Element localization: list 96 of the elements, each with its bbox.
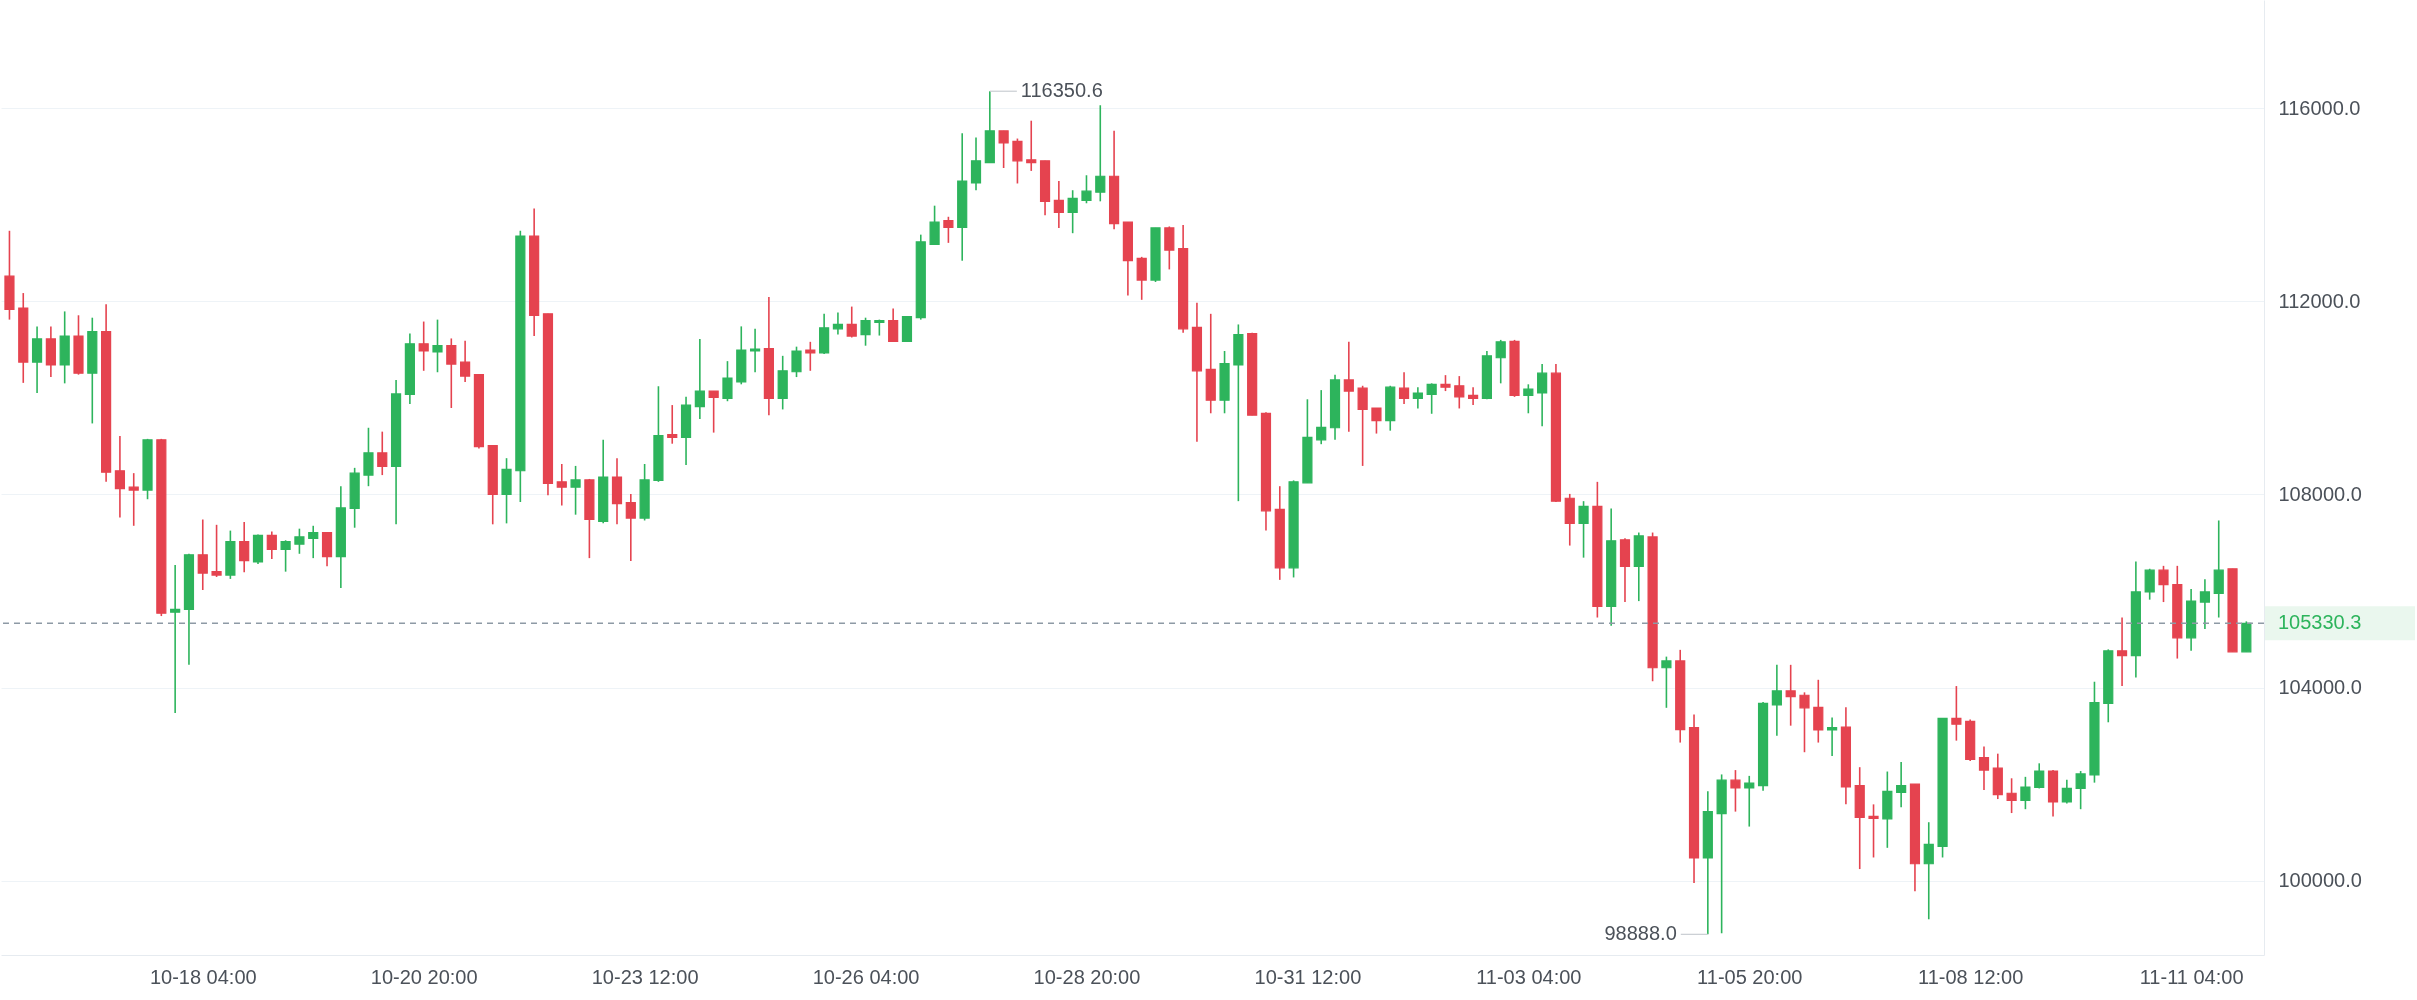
candlestick [363, 426, 374, 487]
candlestick [1799, 691, 1810, 754]
candlestick [805, 341, 816, 372]
candlestick [1978, 745, 1990, 791]
candlestick [1468, 386, 1479, 406]
candlestick [1827, 716, 1838, 757]
candlestick [749, 327, 761, 374]
candlestick [418, 320, 429, 372]
candlestick [2075, 770, 2086, 810]
candlestick [239, 521, 250, 573]
candlestick [1053, 180, 1064, 229]
candlestick [1868, 803, 1879, 859]
candlestick [2144, 567, 2155, 601]
candlestick [1730, 769, 1741, 813]
candlestick [791, 345, 802, 378]
candlestick [2034, 762, 2045, 790]
candlestick [2199, 578, 2211, 630]
candlestick [570, 465, 581, 516]
candlestick [1523, 383, 1534, 415]
candlestick [280, 539, 291, 573]
y-tick-label: 104000.0 [2278, 676, 2362, 699]
candlestick [1661, 655, 1672, 709]
x-tick-label: 11-11 04:00 [2139, 965, 2244, 988]
candlestick [377, 430, 388, 476]
candlestick [2116, 616, 2128, 687]
candlestick [722, 360, 733, 403]
candlestick [294, 527, 305, 555]
candlestick [2213, 519, 2224, 619]
candlestick [1371, 407, 1382, 435]
candlestick [31, 325, 43, 394]
candlestick [708, 390, 719, 434]
y-tick-label: 112000.0 [2278, 289, 2361, 312]
candlestick [1412, 386, 1423, 410]
candlestick [1012, 137, 1023, 185]
candlestick [1357, 384, 1368, 467]
candlestick [1454, 375, 1465, 410]
candlestick [1343, 341, 1354, 433]
candlestick [667, 404, 678, 445]
candlestick [943, 215, 954, 244]
candlestick [1136, 256, 1147, 301]
y-tick-label: 100000.0 [2278, 869, 2362, 892]
candlestick [2020, 776, 2031, 810]
candlestick [446, 337, 457, 409]
candlestick [1067, 189, 1078, 234]
x-tick-label: 10-23 12:00 [591, 965, 699, 988]
candlestick [128, 472, 139, 527]
candlestick [846, 305, 857, 339]
candlestick [832, 311, 844, 336]
candlestick [1813, 679, 1824, 744]
x-tick-label: 10-26 04:00 [812, 965, 920, 988]
candlestick [860, 316, 871, 347]
candlestick [694, 338, 705, 420]
candlestick [1951, 685, 1962, 742]
x-tick-label: 11-05 20:00 [1697, 965, 1803, 988]
candlestick [432, 318, 443, 374]
candlestick [2158, 565, 2169, 603]
candlestick [1785, 664, 1796, 727]
annotation: 116350.6 [1020, 79, 1103, 102]
x-tick-label: 10-18 04:00 [149, 965, 257, 988]
x-tick-label: 10-20 20:00 [370, 965, 478, 988]
candlestick [2006, 777, 2017, 814]
candlestick [970, 136, 982, 192]
x-tick-label: 10-28 20:00 [1033, 965, 1141, 988]
candlestick [1316, 389, 1327, 445]
ref-line-label: 105330.3 [2278, 611, 2362, 634]
candlestick [1578, 500, 1589, 559]
candlestick [170, 564, 181, 714]
candlestick [556, 463, 567, 507]
candlestick [1495, 339, 1506, 385]
candlestick [1426, 382, 1437, 415]
x-tick-label: 11-08 12:00 [1918, 965, 2024, 988]
x-tick-label: 11-03 04:00 [1476, 965, 1582, 988]
candlestick [929, 204, 940, 246]
candlestick [998, 130, 1009, 169]
candlestick [1771, 664, 1782, 737]
y-tick-label: 116000.0 [2278, 96, 2361, 119]
candlestick [197, 518, 208, 591]
candlestick [1398, 371, 1410, 405]
candlestick [1095, 104, 1106, 203]
candlestick [888, 307, 899, 343]
annotation: 98888.0 [1604, 922, 1677, 945]
candlestick [1923, 821, 1934, 921]
candlestick [266, 530, 277, 560]
candlestick [625, 493, 636, 562]
x-tick-label: 10-31 12:00 [1254, 965, 1362, 988]
candlestick [1081, 174, 1092, 205]
candlestick [1896, 761, 1907, 809]
candlestick [1164, 225, 1175, 271]
candlestick [114, 435, 126, 519]
candlestick [1026, 119, 1037, 172]
candlestick [460, 340, 471, 383]
candlestick [1744, 775, 1755, 828]
candlestick [308, 524, 319, 559]
candlestick [1537, 363, 1548, 428]
y-tick-label: 108000.0 [2278, 482, 2362, 505]
candlestick [211, 524, 222, 578]
